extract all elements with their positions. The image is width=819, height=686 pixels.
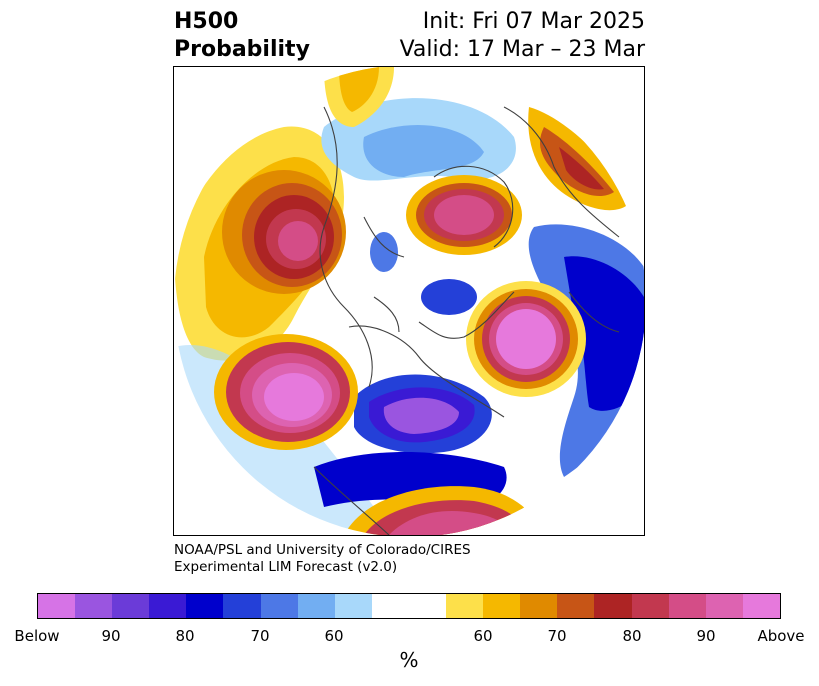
colorbar-tick-label: 90 — [696, 627, 716, 645]
colorbar-segment — [483, 594, 521, 618]
forecast-dates: Init: Fri 07 Mar 2025 Valid: 17 Mar – 23… — [400, 8, 645, 64]
colorbar-segment — [371, 594, 409, 618]
colorbar-tick-label: 60 — [473, 627, 493, 645]
colorbar-segment — [112, 594, 150, 618]
credit-line-2: Experimental LIM Forecast (v2.0) — [174, 559, 398, 575]
map-title: H500 Probability — [174, 8, 310, 64]
colorbar-segment — [149, 594, 187, 618]
title-variable: H500 — [174, 9, 239, 34]
colorbar-segment — [557, 594, 595, 618]
colorbar-segment — [38, 594, 76, 618]
colorbar-segment — [668, 594, 706, 618]
colorbar-segment — [186, 594, 224, 618]
polar-map — [173, 66, 645, 536]
colorbar-tick-label: 70 — [547, 627, 567, 645]
colorbar-segment — [631, 594, 669, 618]
colorbar-segment — [408, 594, 447, 618]
title-type: Probability — [174, 37, 310, 62]
colorbar-segment — [742, 594, 780, 618]
colorbar-tick-label: 80 — [622, 627, 642, 645]
colorbar-tick-label: Above — [757, 627, 805, 645]
colorbar-tick-label: 60 — [324, 627, 344, 645]
credit-line-1: NOAA/PSL and University of Colorado/CIRE… — [174, 542, 471, 558]
valid-range: Valid: 17 Mar – 23 Mar — [399, 37, 645, 62]
colorbar-unit: % — [399, 648, 419, 672]
colorbar-segment — [334, 594, 372, 618]
probability-map-svg — [174, 67, 644, 535]
colorbar-segment — [705, 594, 743, 618]
colorbar-segment — [297, 594, 335, 618]
colorbar-tick-label: 70 — [250, 627, 270, 645]
attribution: NOAA/PSL and University of Colorado/CIRE… — [174, 542, 471, 576]
coastline-overlay — [313, 106, 620, 535]
colorbar-segment — [260, 594, 298, 618]
colorbar-segment — [446, 594, 484, 618]
colorbar-segment — [75, 594, 113, 618]
colorbar-segment — [223, 594, 261, 618]
colorbar-tick-label: Below — [14, 627, 60, 645]
colorbar-segment — [520, 594, 558, 618]
colorbar — [37, 593, 781, 619]
colorbar-tick-label: 80 — [175, 627, 195, 645]
colorbar-tick-label: 90 — [101, 627, 121, 645]
init-date: Init: Fri 07 Mar 2025 — [422, 9, 645, 34]
colorbar-segment — [594, 594, 632, 618]
